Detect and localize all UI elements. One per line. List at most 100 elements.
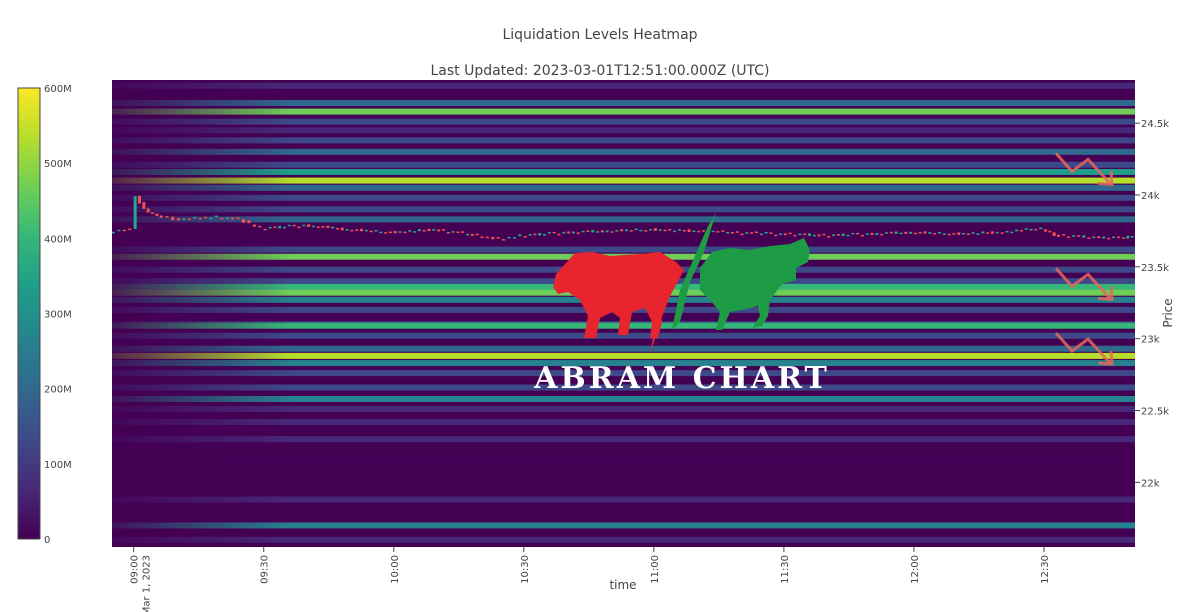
candle	[225, 217, 229, 220]
candle	[783, 233, 787, 236]
candle	[759, 233, 763, 236]
candle	[1000, 232, 1004, 234]
candle	[875, 233, 879, 235]
candle	[1029, 228, 1033, 231]
candle	[769, 232, 773, 234]
candle	[721, 230, 725, 232]
chart-subtitle: Last Updated: 2023-03-01T12:51:00.000Z (…	[430, 63, 770, 79]
candle	[649, 229, 653, 231]
candle	[547, 231, 551, 234]
candle	[1052, 232, 1056, 237]
liquidation-band	[112, 99, 1135, 106]
candle	[491, 236, 495, 240]
colorbar-ticks: 0 100M 200M 300M 400M 500M 600M	[44, 84, 72, 546]
candle	[947, 233, 951, 236]
candle	[369, 230, 373, 233]
liquidation-band	[112, 406, 1135, 413]
candle	[933, 232, 937, 235]
candle	[1077, 235, 1081, 237]
candle	[1117, 236, 1121, 239]
candle	[600, 230, 604, 233]
logo-text: ABRAM CHART	[533, 361, 830, 396]
candle	[692, 230, 696, 232]
candle	[231, 217, 235, 220]
candle	[393, 231, 397, 234]
candle	[403, 231, 407, 234]
candle	[543, 234, 547, 236]
candle	[112, 231, 115, 234]
candle	[918, 232, 922, 234]
candle	[986, 232, 990, 234]
candle	[860, 234, 864, 237]
candle	[889, 231, 893, 234]
candle	[658, 229, 662, 231]
x-axis-ticks: 09:00 Mar 1, 2023 09:30 10:00 10:30 11:00 11:3…	[130, 547, 1051, 612]
candle	[1121, 237, 1125, 239]
arrow-icon	[1054, 267, 1112, 300]
candle	[677, 229, 681, 231]
candle	[258, 225, 262, 228]
candle	[374, 230, 378, 232]
candle	[894, 231, 898, 234]
candle	[518, 234, 522, 237]
candle	[928, 232, 932, 234]
candle	[350, 229, 354, 232]
x-axis-label: time	[609, 578, 636, 592]
arrow-head-icon	[1097, 171, 1114, 187]
abram-chart-logo: ABRAM CHART	[533, 213, 830, 396]
candle	[740, 233, 744, 236]
colorbar-tick-label: 0	[44, 535, 50, 546]
candle	[562, 231, 566, 234]
candle	[340, 227, 344, 231]
candle	[485, 236, 489, 239]
candle	[995, 231, 999, 234]
candle	[379, 231, 383, 234]
candle	[193, 217, 197, 219]
colorbar-tick-label: 500M	[44, 159, 72, 170]
liquidation-band	[112, 436, 1135, 443]
candle	[610, 231, 614, 233]
x-tick-label: 10:30	[520, 555, 531, 584]
candle	[552, 231, 556, 234]
liquidation-band	[112, 177, 1135, 184]
y-tick-label: 22k	[1141, 478, 1160, 489]
candle	[841, 233, 845, 237]
candle	[533, 233, 537, 236]
x-tick-label: 09:00	[130, 555, 141, 584]
candle	[1019, 229, 1023, 232]
liquidation-band	[112, 457, 1135, 464]
candle	[962, 233, 966, 235]
candle	[576, 232, 580, 234]
arrow-head-icon	[1097, 350, 1114, 366]
colorbar-tick-label: 300M	[44, 310, 72, 321]
candle	[388, 231, 392, 234]
liquidation-band	[112, 496, 1135, 503]
candle	[870, 232, 874, 235]
candle	[461, 231, 465, 233]
candle	[788, 232, 792, 235]
liquidation-band	[112, 184, 1135, 191]
candle	[639, 229, 643, 232]
candle	[475, 233, 479, 236]
candle	[976, 233, 980, 235]
liquidation-band	[112, 418, 1135, 425]
candle	[360, 228, 364, 232]
candle	[817, 234, 821, 237]
candle	[990, 231, 994, 234]
candle	[942, 233, 946, 235]
candle	[441, 229, 445, 231]
candle	[1062, 234, 1066, 236]
candle	[754, 231, 758, 233]
liquidation-band	[112, 352, 1135, 359]
candle	[615, 230, 619, 232]
liquidation-band	[112, 82, 1135, 89]
candle	[355, 229, 359, 231]
candle	[1056, 234, 1060, 237]
candle	[422, 229, 426, 232]
candle	[836, 234, 840, 236]
arrow-icon	[1054, 152, 1112, 185]
candle	[321, 226, 325, 228]
candle	[273, 226, 277, 229]
y-axis-label: Price	[1161, 298, 1175, 327]
